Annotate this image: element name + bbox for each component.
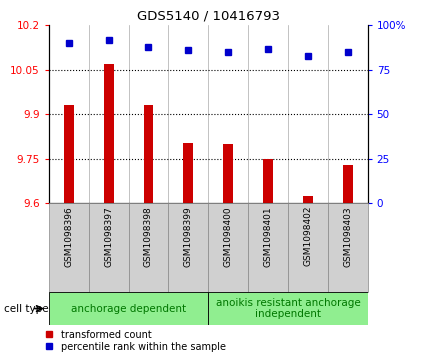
Bar (128, 203, 168, 292)
Bar (223, 144, 233, 203)
Legend: transformed count, percentile rank within the sample: transformed count, percentile rank withi… (39, 330, 226, 352)
Bar (144, 106, 153, 203)
Bar (89, 203, 128, 292)
Bar (208, 292, 368, 325)
Bar (288, 203, 328, 292)
Bar (328, 203, 368, 292)
Text: GSM1098400: GSM1098400 (224, 206, 232, 266)
Text: cell type: cell type (4, 303, 49, 314)
Text: anchorage dependent: anchorage dependent (71, 303, 186, 314)
Text: GSM1098396: GSM1098396 (64, 206, 73, 267)
Bar (49, 292, 208, 325)
Bar (183, 143, 193, 203)
Bar (104, 64, 113, 203)
Bar (248, 203, 288, 292)
Bar (168, 203, 208, 292)
Text: GSM1098398: GSM1098398 (144, 206, 153, 267)
Text: GSM1098401: GSM1098401 (264, 206, 272, 266)
Text: GSM1098397: GSM1098397 (104, 206, 113, 267)
Title: GDS5140 / 10416793: GDS5140 / 10416793 (137, 10, 280, 23)
Text: GSM1098402: GSM1098402 (303, 206, 312, 266)
Bar (263, 159, 273, 203)
Text: GSM1098403: GSM1098403 (343, 206, 352, 266)
Text: anoikis resistant anchorage
independent: anoikis resistant anchorage independent (215, 298, 360, 319)
Text: GSM1098399: GSM1098399 (184, 206, 193, 267)
Bar (303, 196, 313, 203)
Bar (49, 203, 89, 292)
Bar (208, 203, 248, 292)
Bar (64, 106, 74, 203)
Bar (343, 165, 353, 203)
